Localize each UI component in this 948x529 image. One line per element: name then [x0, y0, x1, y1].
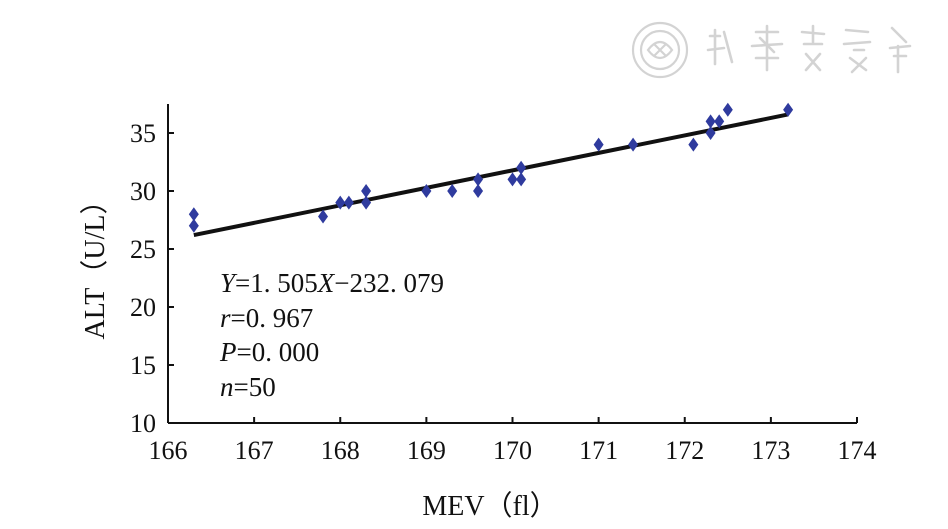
- regression-line: [193, 112, 789, 238]
- x-tick-label: 167: [235, 436, 274, 465]
- watermark-logo: [631, 21, 912, 79]
- stats-n-symbol: n: [220, 372, 234, 402]
- data-point: [628, 137, 639, 152]
- data-point: [705, 114, 716, 129]
- data-point: [473, 172, 484, 187]
- stats-p-value: =0. 000: [237, 337, 320, 367]
- data-point: [335, 195, 346, 210]
- x-tick-label: 170: [493, 436, 532, 465]
- stats-equation-coef: =1. 505: [235, 268, 318, 298]
- x-ticks: 166 167 168 169 170 171 172 173 174: [149, 417, 877, 465]
- data-point: [714, 114, 725, 129]
- data-point: [507, 172, 518, 187]
- data-point: [516, 160, 527, 175]
- x-tick-label: 169: [407, 436, 446, 465]
- data-point: [783, 102, 794, 117]
- y-tick-label: 30: [130, 177, 156, 206]
- stats-r: r=0. 967: [220, 303, 313, 333]
- data-point: [318, 209, 329, 224]
- data-point: [688, 137, 699, 152]
- data-point: [705, 126, 716, 140]
- x-tick-label: 172: [665, 436, 704, 465]
- data-point: [421, 184, 432, 198]
- stats-equation-italic-y: Y: [220, 268, 238, 298]
- stats-p: P=0. 000: [219, 337, 319, 367]
- x-tick-label: 168: [321, 436, 360, 465]
- stats-r-value: =0. 967: [231, 303, 314, 333]
- y-tick-label: 35: [130, 119, 156, 148]
- data-point: [593, 137, 604, 152]
- x-tick-label: 173: [751, 436, 790, 465]
- data-point: [361, 195, 372, 210]
- stats-equation-italic-x: X: [317, 268, 336, 298]
- data-point: [343, 195, 354, 210]
- x-axis-title: MEV（fl）: [422, 490, 557, 522]
- data-point: [447, 184, 458, 198]
- watermark-calligraphy: [706, 24, 912, 74]
- x-tick-label: 171: [579, 436, 618, 465]
- y-axis-title: ALT（U/L）: [79, 187, 111, 340]
- data-point: [361, 184, 372, 198]
- stats-equation: Y=1. 505X−232. 079: [220, 268, 444, 298]
- data-points: [188, 102, 794, 233]
- stats-n: n=50: [220, 372, 276, 402]
- data-point: [473, 184, 484, 198]
- stats-n-value: =50: [234, 372, 276, 402]
- y-tick-label: 20: [130, 293, 156, 322]
- y-tick-label: 15: [130, 351, 156, 380]
- data-point: [188, 218, 199, 233]
- x-tick-label: 174: [838, 436, 877, 465]
- stats-r-symbol: r: [220, 303, 231, 333]
- x-tick-label: 166: [149, 436, 188, 465]
- data-point: [188, 207, 199, 222]
- fit-line: [193, 112, 789, 238]
- watermark-seal-icon: [631, 21, 689, 79]
- data-point: [516, 172, 527, 187]
- stats-p-symbol: P: [219, 337, 237, 367]
- y-tick-label: 25: [130, 235, 156, 264]
- y-ticks: 10 15 20 25 30 35: [130, 119, 174, 438]
- y-tick-label: 10: [130, 409, 156, 438]
- data-point: [722, 102, 733, 117]
- stats-equation-intercept: −232. 079: [334, 268, 444, 298]
